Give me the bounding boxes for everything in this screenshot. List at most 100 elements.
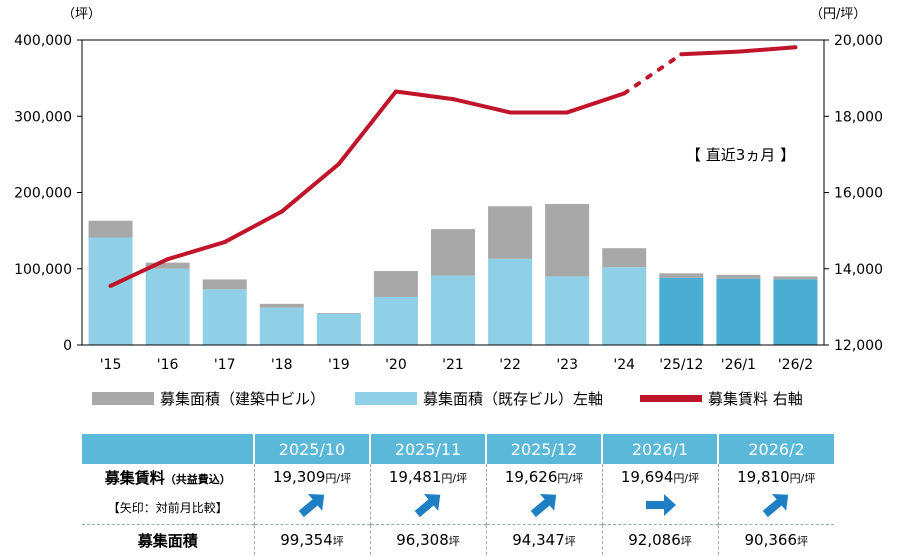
- rate-row-label: 募集賃料（共益費込）: [104, 468, 231, 487]
- legend: 募集面積（建築中ビル） 募集面積（既存ビル）左軸 募集賃料 右軸: [92, 390, 803, 408]
- rent-point: [222, 240, 227, 245]
- bar-construction: [545, 203, 590, 277]
- right-axis-unit: （円/坪）: [810, 7, 866, 22]
- bar-existing: [545, 276, 590, 345]
- area-cell: 94,347坪: [485, 524, 602, 555]
- rate-cell: 19,810円/坪: [717, 464, 834, 490]
- trend-arrow-icon: [485, 490, 602, 525]
- bar-construction: [431, 229, 475, 276]
- rent-line-annual: [109, 89, 625, 288]
- x-axis-tick-label: '22: [499, 357, 521, 373]
- right-axis-tick-label: 20,000: [834, 33, 883, 49]
- rent-point: [508, 110, 513, 115]
- x-axis-tick-label: '15: [100, 357, 122, 373]
- table-header-month: 2025/10: [253, 434, 370, 464]
- bar-construction: [373, 271, 418, 297]
- rent-point: [679, 52, 684, 57]
- rent-point: [336, 161, 341, 166]
- x-axis-tick-label: '18: [271, 357, 293, 373]
- bar-existing: [259, 307, 304, 345]
- x-axis-tick-label: '21: [442, 357, 464, 373]
- right-axis-tick-label: 16,000: [834, 186, 883, 202]
- bar-existing: [431, 275, 475, 345]
- x-axis-tick-label: '17: [214, 357, 236, 373]
- rate-cell: 19,694円/坪: [601, 464, 718, 490]
- left-axis-tick-label: 400,000: [14, 33, 72, 49]
- bar-existing: [659, 277, 704, 345]
- bar-construction: [145, 262, 190, 269]
- x-axis-tick-label: '26/1: [721, 357, 756, 373]
- bar-construction: [659, 273, 704, 278]
- bar-existing: [202, 289, 247, 345]
- bar-construction: [773, 276, 818, 280]
- rate-cell: 19,309円/坪: [253, 464, 370, 490]
- area-cell: 99,354坪: [253, 524, 370, 555]
- table-header-month: 2026/2: [717, 434, 834, 464]
- legend-swatch-construction: [92, 392, 154, 405]
- bar-construction: [716, 274, 761, 279]
- legend-swatch-existing: [355, 392, 417, 405]
- rent-point: [165, 257, 170, 262]
- chart: 400,000 300,000 200,000 100,000 0 20,000 18,00…: [14, 7, 883, 408]
- arrow-shape: [530, 494, 557, 518]
- chart-svg: 400,000 300,000 200,000 100,000 0 20,000 18,00…: [14, 7, 883, 408]
- x-axis-tick-label: '24: [613, 357, 635, 373]
- arrow-row-label: 【矢印：対前月比較】: [107, 500, 228, 515]
- bar-existing: [145, 268, 190, 345]
- x-axis-tick-label: '19: [328, 357, 350, 373]
- right-axis-tick-label: 14,000: [834, 262, 883, 278]
- bar-existing: [316, 313, 361, 345]
- monthly-table: 2025/10 2025/11 2025/12 2026/1 2026/2 募集…: [82, 434, 834, 555]
- legend-label-existing: 募集面積（既存ビル）左軸: [423, 390, 603, 408]
- rent-point: [565, 110, 570, 115]
- trend-arrow-icon: [253, 490, 370, 525]
- x-axis-tick-label: '23: [556, 357, 578, 373]
- area-row: 募集面積 99,354坪 96,308坪 94,347坪 92,086坪 90,…: [82, 524, 834, 555]
- area-cell: 90,366坪: [717, 524, 834, 555]
- x-axis-tick-label: '16: [157, 357, 179, 373]
- arrow-shape: [298, 494, 325, 518]
- rate-cell: 19,626円/坪: [485, 464, 602, 490]
- bar-existing: [773, 279, 818, 345]
- bar-construction: [259, 303, 304, 308]
- left-axis-tick-label: 0: [63, 338, 72, 354]
- bar-construction: [88, 220, 133, 238]
- bar-existing: [88, 237, 133, 345]
- rent-line-gap: [622, 52, 684, 96]
- arrow-up-right-icon: [298, 494, 325, 518]
- rent-point: [108, 283, 113, 288]
- table-header-month: 2025/12: [485, 434, 602, 464]
- rent-point: [393, 89, 398, 94]
- x-axis-tick-label: '20: [385, 357, 407, 373]
- trend-arrow-icon: [369, 490, 486, 525]
- x-axis-tick-label: '26/2: [778, 357, 813, 373]
- rent-point: [736, 49, 741, 54]
- x-axis-tick-label: '25/12: [659, 357, 703, 373]
- rate-row: 募集賃料（共益費込） 19,309円/坪 19,481円/坪 19,626円/坪…: [82, 464, 834, 490]
- left-axis-tick-label: 300,000: [14, 109, 72, 125]
- left-axis-tick-label: 100,000: [14, 262, 72, 278]
- left-axis-unit: （坪）: [62, 7, 101, 22]
- legend-label-construction: 募集面積（建築中ビル）: [160, 390, 325, 408]
- bar-existing: [716, 278, 761, 345]
- bar-existing: [373, 296, 418, 345]
- bar-construction: [316, 312, 361, 314]
- area-cell: 96,308坪: [369, 524, 486, 555]
- table-header-month: 2026/1: [601, 434, 718, 464]
- bar-construction: [202, 279, 247, 290]
- bar-existing: [488, 258, 533, 345]
- arrow-shape: [646, 494, 676, 516]
- trend-arrow-icon: [717, 490, 834, 525]
- rent-point: [793, 45, 798, 50]
- arrow-up-right-icon: [530, 494, 557, 518]
- table-corner: [82, 434, 254, 464]
- bar-existing: [602, 267, 647, 345]
- area-cell: 92,086坪: [601, 524, 718, 555]
- arrow-up-right-icon: [762, 494, 789, 518]
- rent-point: [451, 97, 455, 102]
- rent-point: [279, 209, 284, 214]
- area-row-label: 募集面積: [82, 524, 254, 555]
- left-axis-tick-label: 200,000: [14, 186, 72, 202]
- legend-swatch-rent: [640, 395, 702, 402]
- rent-point: [622, 91, 627, 96]
